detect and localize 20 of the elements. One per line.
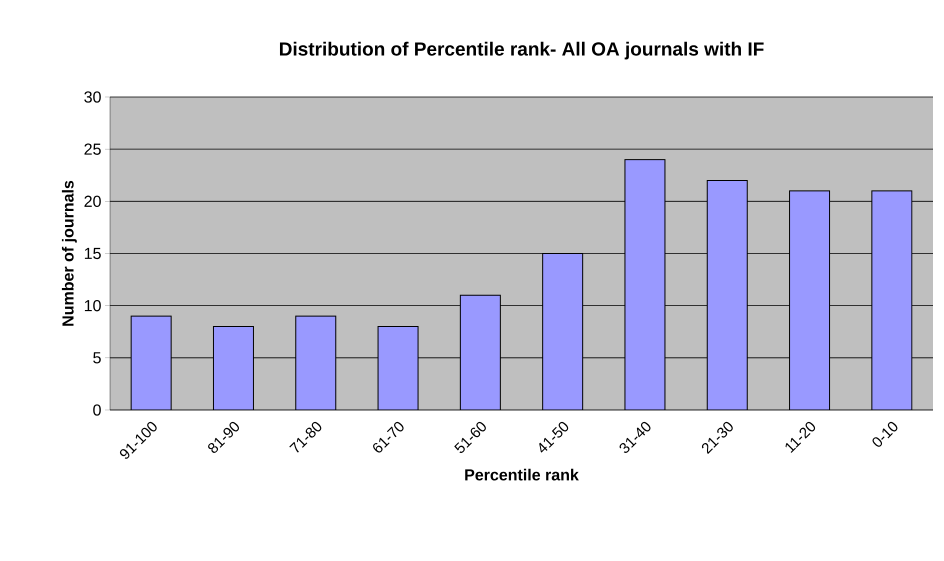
bar — [378, 326, 419, 410]
chart-title: Distribution of Percentile rank- All OA journals with IF — [280, 42, 764, 60]
bar — [542, 252, 584, 410]
y-axis-title: Number of journals — [62, 180, 77, 326]
bar — [871, 190, 912, 410]
bar — [460, 294, 501, 410]
bar — [624, 159, 666, 410]
y-tick-label: 10 — [84, 300, 101, 312]
bar — [295, 316, 336, 410]
x-axis-title: Percentile rank — [465, 468, 579, 481]
bar — [130, 316, 172, 410]
bar — [212, 326, 254, 410]
y-tick-label: 5 — [93, 352, 101, 364]
y-tick-label: 25 — [84, 144, 101, 155]
y-tick-label: 30 — [84, 91, 101, 103]
bar — [706, 180, 748, 410]
y-tick-label: 0 — [93, 404, 101, 416]
y-tick-label: 15 — [84, 248, 101, 260]
y-tick-label: 20 — [84, 196, 101, 207]
bar — [789, 190, 830, 410]
